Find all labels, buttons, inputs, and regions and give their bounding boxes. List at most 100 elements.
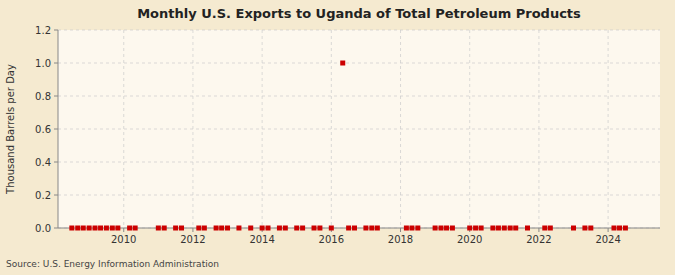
point (444, 226, 449, 231)
tick (538, 228, 539, 232)
tick (54, 96, 58, 97)
tick (54, 129, 58, 130)
tick (400, 228, 401, 232)
grid-line (58, 195, 660, 196)
point (450, 226, 455, 231)
tick (54, 228, 58, 229)
tick (192, 228, 193, 232)
point (548, 226, 553, 231)
point (363, 226, 368, 231)
point (513, 226, 518, 231)
grid-line (58, 96, 660, 97)
point (81, 226, 86, 231)
chart: 0.00.20.40.60.81.01.22010201220142016201… (0, 0, 675, 275)
grid-line (58, 228, 660, 229)
x-axis (58, 228, 660, 229)
grid-line (400, 30, 401, 228)
point (110, 226, 115, 231)
grid-line (538, 30, 539, 228)
point (300, 226, 305, 231)
point (508, 226, 513, 231)
point (611, 226, 616, 231)
point (479, 226, 484, 231)
point (236, 226, 241, 231)
y-axis-label: Thousand Barrels per Day (5, 64, 16, 195)
tick-label: 0.6 (35, 124, 51, 135)
point (438, 226, 443, 231)
point (98, 226, 103, 231)
point (317, 226, 322, 231)
point (329, 226, 334, 231)
point (173, 226, 178, 231)
tick-label: 2020 (457, 234, 482, 245)
point (196, 226, 201, 231)
marks (69, 61, 628, 231)
point (179, 226, 184, 231)
tick-label: 2018 (388, 234, 413, 245)
tick-label: 2010 (111, 234, 136, 245)
tick (54, 30, 58, 31)
point (156, 226, 161, 231)
point (202, 226, 207, 231)
point (214, 226, 219, 231)
point (162, 226, 167, 231)
point (312, 226, 317, 231)
tick-label: 1.2 (35, 25, 51, 36)
point (340, 61, 345, 66)
point (467, 226, 472, 231)
point (75, 226, 80, 231)
point (409, 226, 414, 231)
tick (54, 195, 58, 196)
grid-line (469, 30, 470, 228)
background (0, 0, 675, 275)
point (294, 226, 299, 231)
source: Source: U.S. Energy Information Administ… (6, 259, 219, 269)
point (266, 226, 271, 231)
point (283, 226, 288, 231)
point (133, 226, 138, 231)
point (346, 226, 351, 231)
tick-label: 2022 (526, 234, 551, 245)
point (104, 226, 109, 231)
tick-label: 0.0 (35, 223, 51, 234)
tick-label: 0.4 (35, 157, 51, 168)
grid-line (192, 30, 193, 228)
point (248, 226, 253, 231)
grid-line (262, 30, 263, 228)
point (582, 226, 587, 231)
point (617, 226, 622, 231)
point (375, 226, 380, 231)
grid-line (58, 30, 660, 31)
point (571, 226, 576, 231)
point (93, 226, 98, 231)
point (490, 226, 495, 231)
point (415, 226, 420, 231)
point (623, 226, 628, 231)
point (369, 226, 374, 231)
tick (608, 228, 609, 232)
point (433, 226, 438, 231)
point (277, 226, 282, 231)
tick-label: 0.2 (35, 190, 51, 201)
point (404, 226, 409, 231)
point (225, 226, 230, 231)
plot-area (58, 30, 660, 228)
tick-label: 1.0 (35, 58, 51, 69)
point (219, 226, 224, 231)
tick (54, 63, 58, 64)
point (115, 226, 120, 231)
point (352, 226, 357, 231)
point (87, 226, 92, 231)
point (502, 226, 507, 231)
tick (123, 228, 124, 232)
tick-label: 0.8 (35, 91, 51, 102)
grid-line (58, 129, 660, 130)
tick-label: 2014 (249, 234, 274, 245)
title: Monthly U.S. Exports to Uganda of Total … (137, 6, 581, 21)
grid-line (58, 162, 660, 163)
point (69, 226, 74, 231)
y-axis (58, 30, 59, 228)
point (127, 226, 132, 231)
grid-line (58, 63, 660, 64)
point (473, 226, 478, 231)
